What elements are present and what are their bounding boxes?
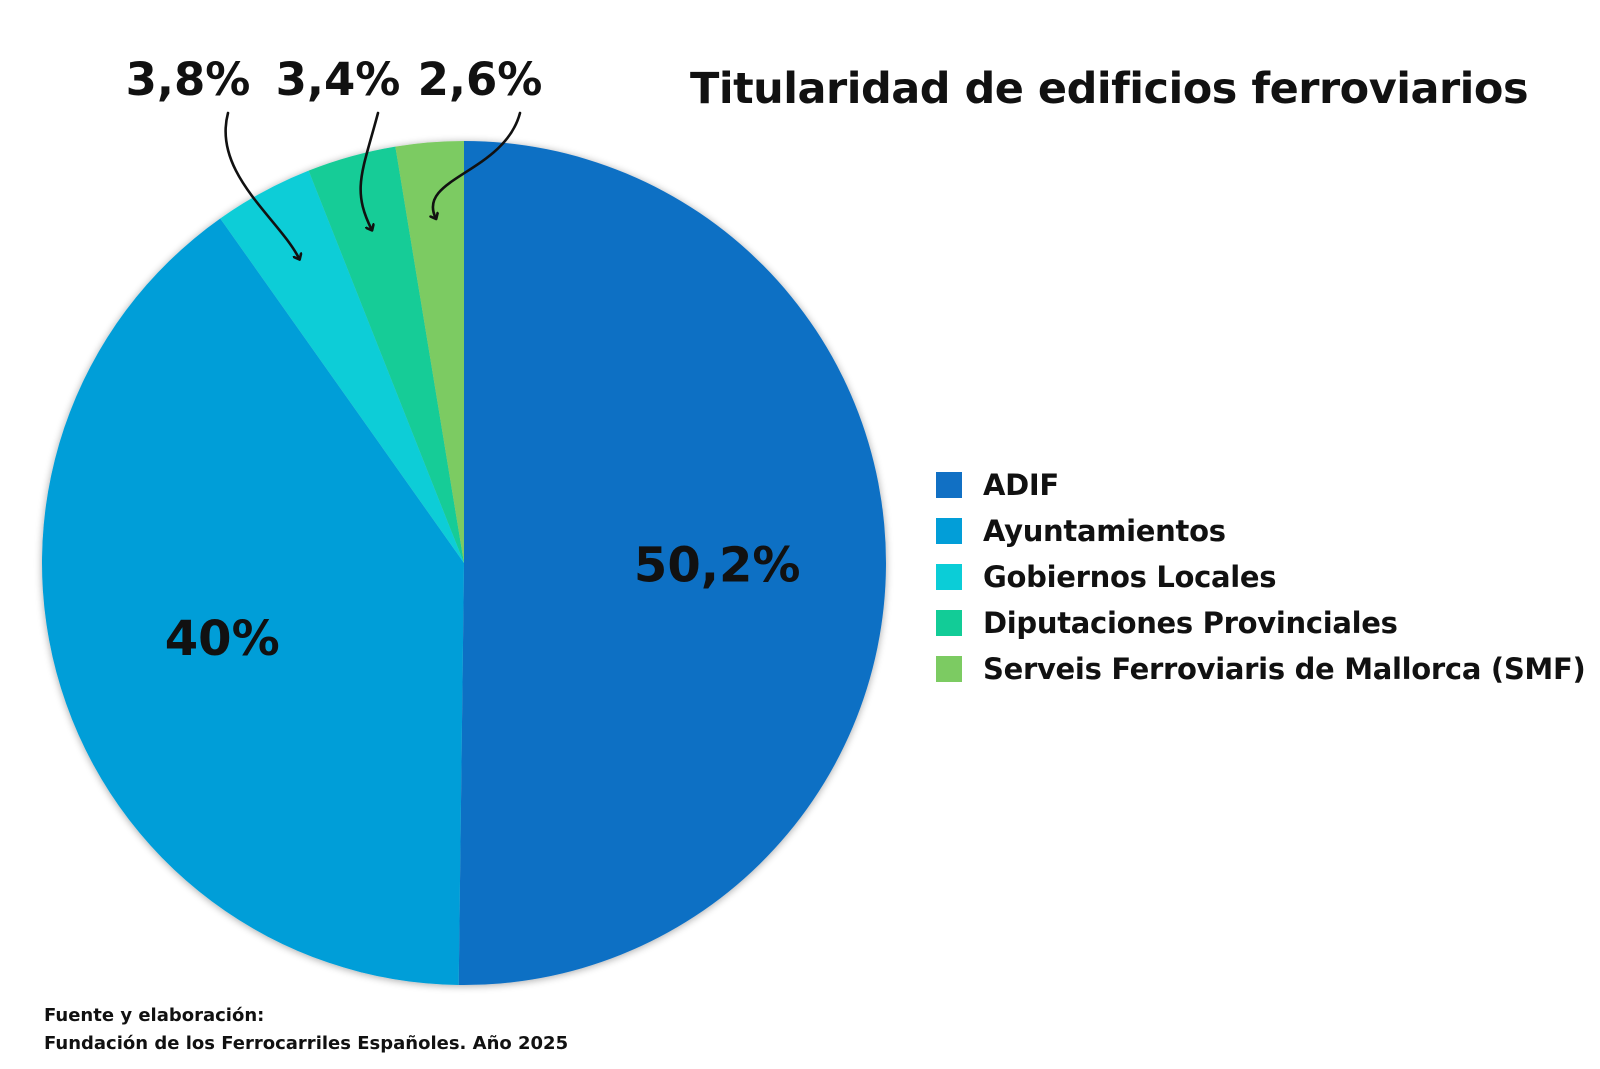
chart-title: Titularidad de edificios ferroviarios	[690, 64, 1529, 114]
data-label-adif: 50,2%	[634, 538, 801, 594]
legend-label-smf: Serveis Ferroviaris de Mallorca (SMF)	[983, 652, 1586, 686]
pie-slice-serveis-ferroviaris-de-mallorca	[395, 141, 464, 563]
data-label-gobiernos-locales: 3,8%	[126, 53, 251, 106]
legend-swatch-ayuntamientos	[936, 518, 962, 544]
legend-swatch-adif	[936, 472, 962, 498]
legend-swatch-diputaciones-provinciales	[936, 610, 962, 636]
label-arrow-serveis-ferroviaris-de-mallorca	[433, 111, 522, 218]
legend-item-smf: Serveis Ferroviaris de Mallorca (SMF)	[936, 646, 1586, 692]
source-line-1: Fuente y elaboración:	[44, 1005, 265, 1026]
data-label-diputaciones-provinciales: 3,4%	[276, 53, 401, 106]
data-label-ayuntamientos: 40%	[165, 611, 280, 667]
data-label-serveis-ferroviaris-de-mallorca: 2,6%	[418, 53, 543, 106]
pie-slice-diputaciones-provinciales	[308, 146, 464, 563]
legend-item-ayuntamientos: Ayuntamientos	[936, 508, 1585, 554]
legend-item-gobiernos-locales: Gobiernos Locales	[936, 554, 1585, 600]
legend-swatch-smf	[936, 656, 962, 682]
legend-item-adif: ADIF	[936, 462, 1585, 508]
label-arrow-gobiernos-locales	[224, 111, 300, 259]
source-note: Fuente y elaboración: Fundación de los F…	[44, 1002, 568, 1058]
legend-item-diputaciones-provinciales: Diputaciones Provinciales	[936, 600, 1585, 646]
legend-label-gobiernos-locales: Gobiernos Locales	[983, 560, 1277, 594]
label-arrow-diputaciones-provinciales	[359, 111, 380, 230]
legend-label-diputaciones-provinciales: Diputaciones Provinciales	[983, 606, 1398, 640]
pie-slice-ayuntamientos	[41, 218, 464, 985]
legend-label-adif: ADIF	[983, 468, 1059, 502]
source-line-2: Fundación de los Ferrocarriles Españoles…	[44, 1033, 569, 1054]
pie-slice-adif	[458, 141, 886, 985]
pie-slice-gobiernos-locales	[220, 170, 464, 563]
legend-swatch-gobiernos-locales	[936, 564, 962, 590]
legend-label-ayuntamientos: Ayuntamientos	[983, 514, 1226, 548]
legend: ADIF Ayuntamientos Gobiernos Locales Dip…	[936, 462, 1586, 692]
